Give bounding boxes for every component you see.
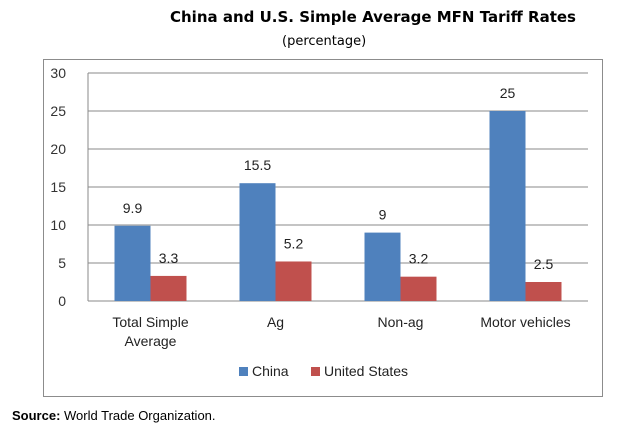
legend: China United States xyxy=(239,363,408,379)
bar-china xyxy=(239,183,276,301)
y-tick-label: 5 xyxy=(58,255,66,271)
chart-frame xyxy=(43,59,603,397)
x-tick-label: Average xyxy=(125,333,177,349)
legend-label: United States xyxy=(324,363,408,379)
chart-title: China and U.S. Simple Average MFN Tariff… xyxy=(170,8,576,26)
bar-united-states xyxy=(400,276,437,301)
chart-subtitle: (percentage) xyxy=(282,34,367,49)
bars xyxy=(114,111,562,301)
data-label: 9.9 xyxy=(123,200,143,216)
x-tick-label: Ag xyxy=(267,314,284,330)
legend-swatch xyxy=(239,367,248,376)
data-label: 9 xyxy=(379,207,387,223)
data-label: 5.2 xyxy=(284,235,304,251)
legend-label: China xyxy=(252,363,289,379)
y-tick-label: 10 xyxy=(50,217,66,233)
legend-swatch xyxy=(311,367,320,376)
data-label: 15.5 xyxy=(244,157,271,173)
data-label: 2.5 xyxy=(534,256,554,272)
x-tick-label: Total Simple xyxy=(112,314,188,330)
y-tick-label: 15 xyxy=(50,179,66,195)
bar-united-states xyxy=(150,275,187,301)
bar-china xyxy=(114,225,151,301)
bar-united-states xyxy=(525,282,562,301)
source-text: World Trade Organization. xyxy=(60,408,216,423)
x-axis-labels: Total Simple Average Ag Non-ag Motor vehicle… xyxy=(112,314,570,349)
y-tick-label: 20 xyxy=(50,141,66,157)
x-tick-label: Non-ag xyxy=(378,314,424,330)
data-label: 25 xyxy=(500,85,516,101)
y-tick-label: 25 xyxy=(50,103,66,119)
data-label: 3.3 xyxy=(159,250,179,266)
data-label: 3.2 xyxy=(409,251,429,267)
y-tick-label: 30 xyxy=(50,65,66,81)
bar-china xyxy=(489,111,526,301)
y-tick-label: 0 xyxy=(58,293,66,309)
bar-united-states xyxy=(275,261,312,301)
x-tick-label: Motor vehicles xyxy=(480,314,570,330)
bar-china xyxy=(364,232,401,301)
source-note: Source: World Trade Organization. xyxy=(12,408,216,423)
y-axis: 0 5 10 15 20 25 30 xyxy=(50,65,89,309)
data-labels: 9.9 15.5 9 25 3.3 5.2 3.2 2.5 xyxy=(123,85,554,272)
source-label: Source: xyxy=(12,408,61,423)
